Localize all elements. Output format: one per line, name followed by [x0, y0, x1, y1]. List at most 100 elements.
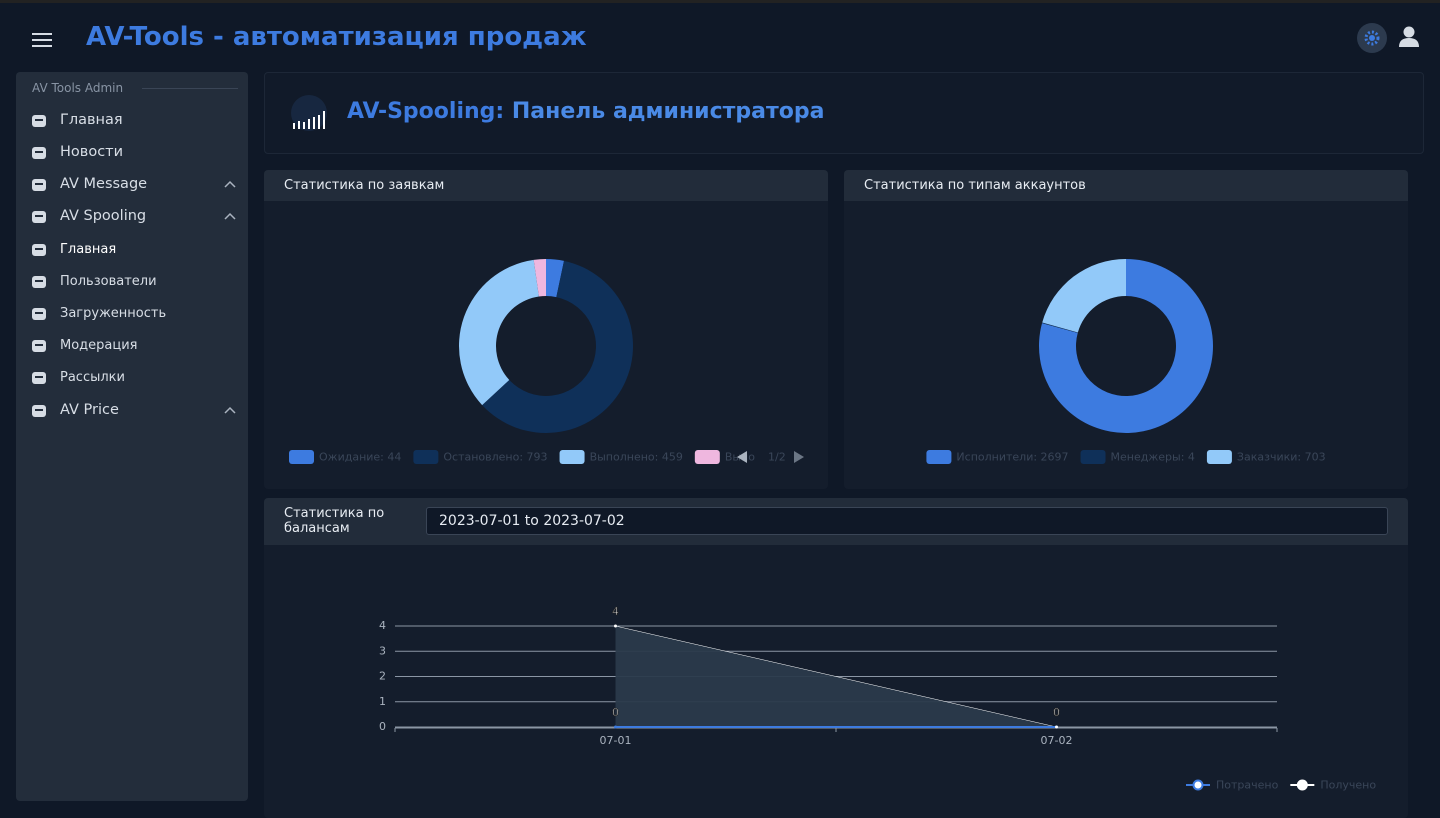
legend-swatch	[559, 450, 585, 464]
legend-label: Ожидание: 44	[319, 451, 401, 464]
menu-item[interactable]: AV Spooling	[16, 207, 248, 227]
menu-icon	[32, 244, 46, 256]
legend-label: Получено	[1320, 779, 1376, 792]
page-title-prefix: AV-Spooling:	[347, 99, 505, 124]
chart: Ожидание: 44 Остановлено: 793 Выполнено: 4…	[289, 259, 804, 464]
menu-icon	[32, 340, 46, 352]
legend-swatch	[926, 450, 952, 464]
menu-icon	[32, 211, 46, 223]
y-tick-label: 0	[379, 720, 386, 733]
legend-label: Выполнено: 459	[590, 451, 683, 464]
menu-item[interactable]: AV Price	[16, 401, 248, 421]
chevron	[224, 180, 236, 188]
legend-label: Остановлено: 793	[443, 451, 547, 464]
menu-item[interactable]: Главная	[16, 111, 248, 131]
menu-icon	[32, 276, 46, 288]
menu-label: AV Spooling	[60, 208, 147, 224]
menu-label: Главная	[60, 242, 117, 257]
chart-title: Статистика по балансам	[284, 506, 385, 536]
menu-item[interactable]: Пользователи	[16, 272, 248, 292]
menu-item[interactable]: AV Message	[16, 175, 248, 195]
pie-slice	[482, 260, 633, 433]
legend-swatch	[694, 450, 720, 464]
legend-prev[interactable]	[737, 451, 747, 463]
menu-label: Загруженность	[60, 306, 167, 321]
legend-next[interactable]	[794, 451, 804, 463]
point	[614, 725, 617, 729]
user-button[interactable]	[1399, 26, 1419, 48]
line	[615, 625, 1057, 728]
top-edge	[0, 0, 1440, 3]
pie-slice	[1042, 259, 1126, 333]
icon-detail	[35, 280, 43, 282]
menu-label: Главная	[60, 112, 123, 128]
data-label: 0	[1053, 706, 1060, 719]
legend-page: 1/2	[768, 451, 786, 464]
legend-marker	[1192, 779, 1204, 791]
point	[1055, 725, 1058, 729]
icon-detail	[35, 151, 43, 153]
pie-slice	[1039, 259, 1213, 433]
pie-slice	[459, 259, 539, 406]
menu-icon	[32, 115, 46, 127]
legend: Ожидание: 44 Остановлено: 793 Выполнено: 4…	[289, 450, 755, 464]
menu-icon	[32, 308, 46, 320]
data-label: 4	[612, 605, 619, 618]
legend: Исполнители: 2697 Менеджеры: 4 Заказчики: …	[926, 450, 1326, 464]
menu-icon	[32, 179, 46, 191]
app-title: AV-Tools - автоматизация продаж	[86, 22, 587, 52]
menu-item[interactable]: Новости	[16, 143, 248, 163]
divider	[142, 88, 238, 89]
menu-item[interactable]: Загруженность	[16, 304, 248, 324]
point	[614, 624, 617, 628]
menu-label: AV Message	[60, 176, 148, 192]
y-tick-label: 3	[379, 644, 386, 657]
menu-item[interactable]: Главная	[16, 240, 248, 260]
date-range-input[interactable]: 2023-07-01 to 2023-07-02	[426, 507, 1388, 535]
data-label: 0	[1053, 706, 1060, 719]
sidebar: AV Tools Admin Главная Новости AV Message A…	[16, 72, 248, 801]
menu-icon	[32, 147, 46, 159]
menu-label: Пользователи	[60, 274, 157, 289]
icon-detail	[35, 248, 43, 250]
chart-card: Статистика по заявкам Ожидание: 44 Остано…	[264, 170, 828, 489]
legend-label: Заказчики: 703	[1237, 451, 1326, 464]
pie-slice	[1042, 322, 1078, 333]
legend-label: Исполнители: 2697	[956, 451, 1068, 464]
menu-item[interactable]: Модерация	[16, 336, 248, 356]
x-tick-label: 07-02	[1041, 734, 1073, 747]
card-header: Статистика по типам аккаунтов	[844, 170, 1408, 201]
chevron	[224, 212, 236, 220]
header-actions	[1357, 23, 1419, 53]
icon-detail	[35, 344, 43, 346]
icon-detail	[35, 183, 43, 185]
menu-label: AV Price	[60, 402, 119, 418]
menu-button[interactable]	[30, 30, 54, 50]
menu-icon	[32, 405, 46, 417]
legend-swatch	[1206, 450, 1232, 464]
legend-swatch	[289, 450, 314, 464]
menu-icon	[32, 372, 46, 384]
legend-label: Менеджеры: 4	[1111, 451, 1195, 464]
page-title-text: Панель администратора	[511, 99, 825, 124]
card-header: Статистика по балансам 2023-07-01 to 202…	[264, 498, 1408, 545]
chart-title: Статистика по типам аккаунтов	[864, 178, 1086, 193]
page-title: AV-Spooling: Панель администратора	[347, 99, 824, 124]
chevron-shape	[224, 180, 236, 188]
legend-label: Потрачено	[1216, 779, 1279, 792]
chart-card: Статистика по типам аккаунтов Исполнител…	[844, 170, 1408, 489]
y-tick-label: 1	[379, 695, 386, 708]
chart-card: Статистика по балансам 2023-07-01 to 202…	[264, 498, 1408, 818]
icon-detail	[35, 409, 43, 411]
legend-marker	[1296, 779, 1308, 791]
x-tick-label: 07-01	[600, 734, 632, 747]
menu-label: Модерация	[60, 338, 138, 353]
y-tick-label: 4	[379, 619, 386, 632]
icon-detail	[35, 119, 43, 121]
page-header: AV-Spooling: Панель администратора	[264, 72, 1424, 154]
pie-slice	[533, 259, 546, 297]
menu-label: Новости	[60, 144, 124, 160]
menu-item[interactable]: Рассылки	[16, 368, 248, 388]
